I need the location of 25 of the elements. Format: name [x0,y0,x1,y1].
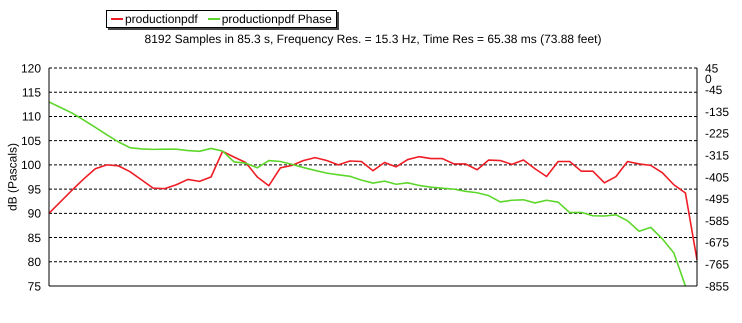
line-series [48,150,698,261]
chart-title: 8192 Samples in 85.3 s, Frequency Res. = 15.3 Hz, Time Res = 65.38 ms (73.88 feet) [144,32,602,46]
y2-tick-label: -315 [705,148,730,162]
y2-tick-label: -585 [705,214,730,228]
y-axis-title: dB (Pascals) [5,142,20,212]
y-tick-label: 75 [28,279,42,294]
y-tick-label: 115 [22,85,42,100]
y-tick-label: 80 [28,255,42,270]
y-tick-label: 110 [22,110,42,124]
y-tick-label: 120 [20,61,42,76]
y2-tick-label: -405 [705,170,730,184]
legend-label: productionpdf Phase [220,12,332,26]
y2-tick-label: -855 [705,279,730,294]
y2-tick-label: -495 [705,192,730,206]
y2-tick-label: -765 [705,257,730,272]
y-tick-label: 95 [28,182,42,196]
line-series [48,101,686,286]
y-tick-label: 100 [20,158,42,172]
legend-label: productionpdf [124,12,198,26]
y2-tick-label: -135 [705,104,730,119]
y2-tick-label: -675 [705,236,730,250]
y-tick-label: 105 [20,134,42,148]
y-tick-label: 90 [28,206,42,221]
y-tick-label: 85 [28,230,42,245]
y2-tick-label: -225 [705,126,730,141]
